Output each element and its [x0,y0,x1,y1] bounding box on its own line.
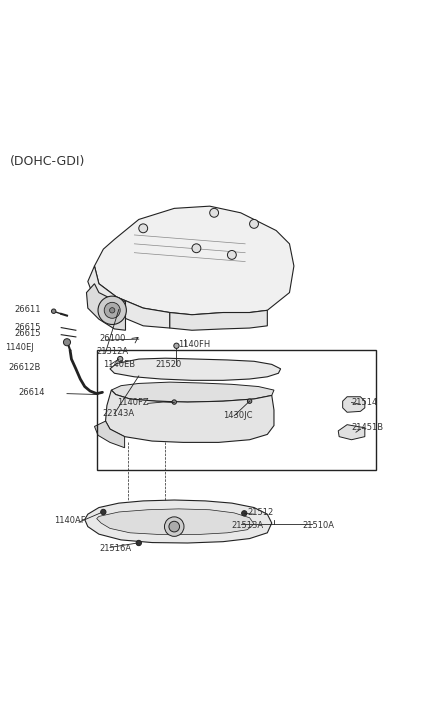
Text: 1140EJ: 1140EJ [5,342,34,352]
Circle shape [101,510,106,515]
Circle shape [250,220,259,228]
Text: 26614: 26614 [18,388,45,397]
Circle shape [192,244,201,253]
Text: 26611: 26611 [15,305,41,314]
Circle shape [104,302,120,318]
Circle shape [51,309,56,313]
Circle shape [117,356,123,362]
Text: 26100: 26100 [99,334,125,343]
Circle shape [165,517,184,537]
Circle shape [63,339,70,346]
Text: 1140FH: 1140FH [178,340,210,349]
Circle shape [139,224,148,233]
Circle shape [172,400,177,404]
Text: 21512: 21512 [248,508,274,518]
Text: (DOHC-GDI): (DOHC-GDI) [10,155,86,168]
Text: 26615: 26615 [15,323,41,332]
Circle shape [110,308,115,313]
Circle shape [210,209,219,217]
Polygon shape [85,500,272,543]
Polygon shape [88,266,170,328]
Text: 21510A: 21510A [303,521,335,530]
Text: 1140EB: 1140EB [103,361,136,369]
Polygon shape [87,284,125,330]
Polygon shape [106,390,274,443]
Text: 21312A: 21312A [97,347,129,356]
Text: 21451B: 21451B [351,423,384,433]
Text: 21520: 21520 [156,361,182,369]
Text: 1430JC: 1430JC [223,411,252,420]
Text: 26612B: 26612B [8,364,41,372]
Text: 21514: 21514 [351,398,378,406]
Polygon shape [110,358,281,380]
Text: 22143A: 22143A [103,409,135,417]
Polygon shape [97,509,254,534]
Polygon shape [95,206,294,315]
Text: 26615: 26615 [15,329,41,338]
Circle shape [174,343,179,348]
Polygon shape [170,310,267,330]
Polygon shape [338,425,365,440]
Text: 21513A: 21513A [231,521,263,530]
Circle shape [136,540,141,546]
Circle shape [98,296,126,324]
Polygon shape [112,382,274,402]
Circle shape [227,251,236,260]
Text: 21516A: 21516A [100,545,132,553]
Text: 1140FZ: 1140FZ [116,398,148,407]
Circle shape [242,510,247,516]
Text: 1140AF: 1140AF [54,516,85,526]
Polygon shape [95,421,124,448]
Polygon shape [343,397,365,412]
Circle shape [169,521,180,532]
Bar [97,350,376,470]
Circle shape [248,399,252,403]
